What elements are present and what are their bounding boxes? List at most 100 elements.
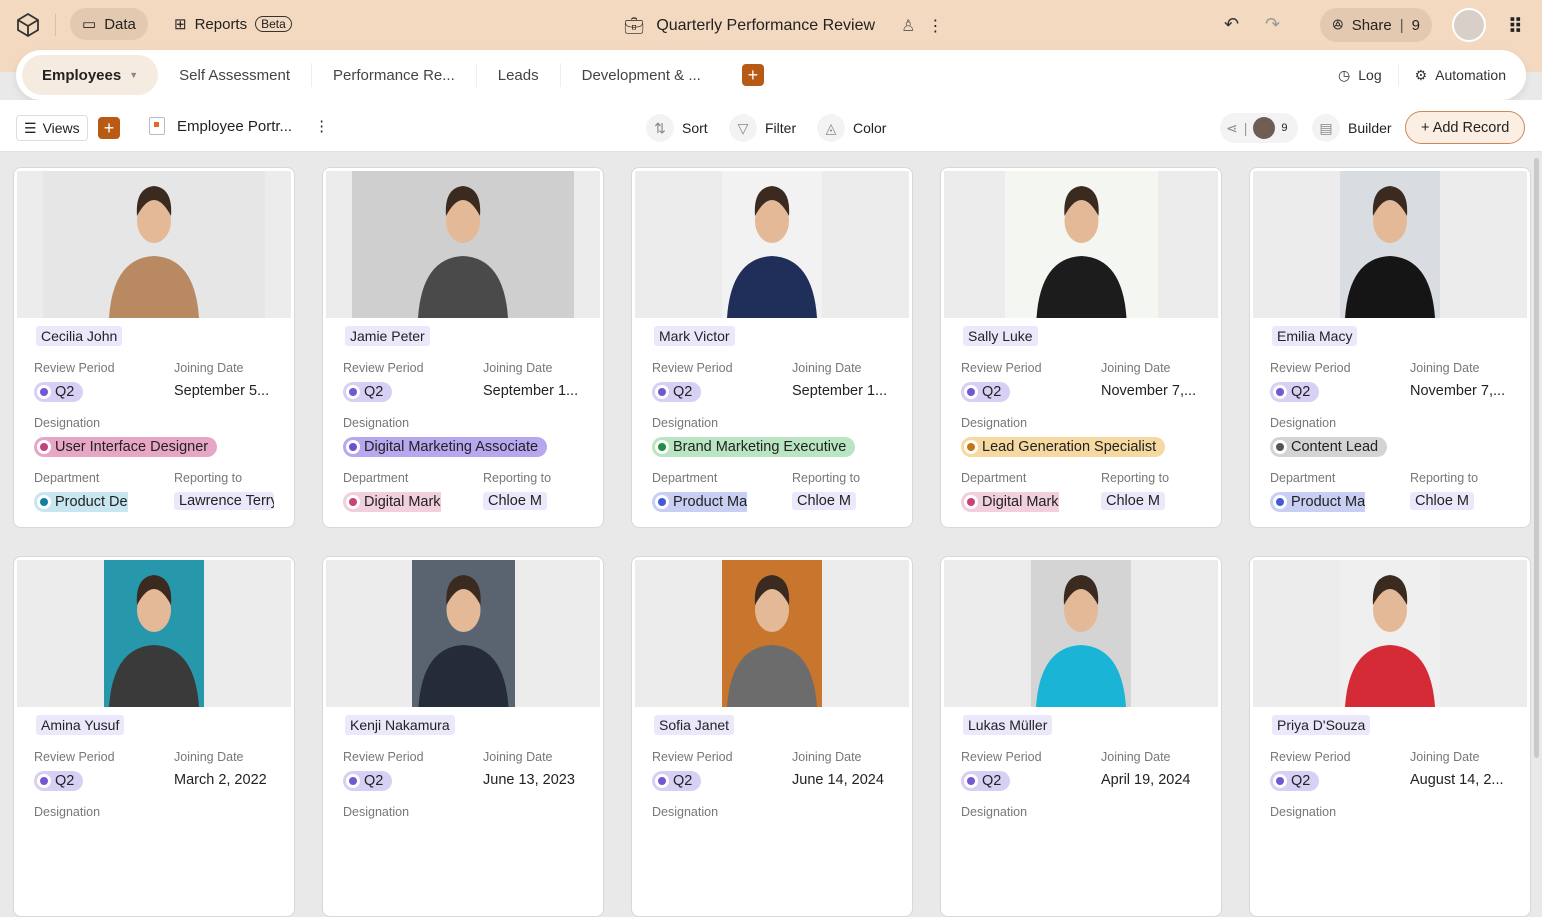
- review-period-tag-text: Q2: [1291, 773, 1311, 789]
- field-label-review-period: Review Period: [343, 750, 424, 764]
- more-icon[interactable]: ⋮: [314, 118, 330, 135]
- photo-area: [17, 560, 291, 707]
- department-tag-text: Product De: [55, 494, 128, 510]
- field-label-designation: Designation: [652, 805, 719, 819]
- redo-icon[interactable]: ↷: [1265, 14, 1281, 34]
- reporting-to: Chloe M: [1410, 492, 1474, 510]
- apps-grid-icon[interactable]: ⠿: [1508, 16, 1523, 38]
- undo-icon[interactable]: ↶: [1224, 14, 1240, 34]
- employee-name: Mark Victor: [654, 326, 735, 346]
- field-label-designation: Designation: [652, 416, 719, 430]
- tag-dot: [964, 385, 978, 399]
- field-label-department: Department: [652, 471, 718, 485]
- review-period-tag-text: Q2: [673, 384, 693, 400]
- field-label-review-period: Review Period: [1270, 750, 1351, 764]
- record-card[interactable]: Cecilia John Review Period Joining Date Q2 S…: [13, 167, 295, 528]
- reporting-to: Chloe M: [792, 492, 856, 510]
- joining-date: September 1...: [792, 383, 888, 399]
- review-period-tag: Q2: [652, 771, 702, 791]
- color-button[interactable]: ◬ Color: [817, 114, 886, 142]
- record-card[interactable]: Sally Luke Review Period Joining Date Q2 Nov…: [940, 167, 1222, 528]
- filter-button[interactable]: ▽ Filter: [729, 114, 796, 142]
- record-card[interactable]: Amina Yusuf Review Period Joining Date Q2 Ma…: [13, 556, 295, 917]
- review-period-tag-text: Q2: [55, 773, 75, 789]
- more-icon[interactable]: ⋮: [927, 18, 944, 35]
- department-tag: Product Ma: [652, 492, 748, 512]
- designation-tag: Content Lead: [1270, 437, 1388, 457]
- share-button[interactable]: ꔮ Share | 9: [1320, 8, 1432, 42]
- employee-name: Kenji Nakamura: [345, 715, 455, 735]
- tag-dot: [655, 440, 669, 454]
- log-button[interactable]: Log: [1358, 67, 1382, 83]
- field-label-designation: Designation: [1270, 805, 1337, 819]
- tab-performance-review[interactable]: Performance Re...: [312, 63, 477, 87]
- joining-date: November 7,...: [1410, 383, 1506, 399]
- automation-button[interactable]: Automation: [1435, 67, 1506, 83]
- field-label-joining-date: Joining Date: [1101, 750, 1171, 764]
- review-period-tag: Q2: [343, 382, 393, 402]
- field-label-review-period: Review Period: [343, 361, 424, 375]
- record-card[interactable]: Emilia Macy Review Period Joining Date Q2 No…: [1249, 167, 1531, 528]
- menu-icon: ☰: [24, 119, 37, 136]
- user-avatar[interactable]: [1452, 8, 1486, 42]
- data-button[interactable]: ▭ Data: [70, 8, 148, 40]
- field-label-designation: Designation: [34, 416, 101, 430]
- add-view-button[interactable]: +: [98, 117, 120, 139]
- current-view[interactable]: Employee Portr... ⋮: [149, 117, 329, 135]
- department-tag: Product De: [34, 492, 128, 512]
- tab-leads[interactable]: Leads: [477, 63, 561, 87]
- employee-photo: [43, 171, 265, 318]
- sort-button[interactable]: ⇅ Sort: [646, 114, 708, 142]
- employee-photo: [722, 171, 822, 318]
- review-period-tag: Q2: [34, 771, 84, 791]
- photo-area: [635, 560, 909, 707]
- field-label-designation: Designation: [1270, 416, 1337, 430]
- field-label-review-period: Review Period: [961, 361, 1042, 375]
- review-period-tag: Q2: [1270, 382, 1320, 402]
- record-card[interactable]: Kenji Nakamura Review Period Joining Date Q…: [322, 556, 604, 917]
- automation-icon: ⚙: [1414, 66, 1428, 83]
- tab-development[interactable]: Development & ...: [581, 66, 701, 84]
- reporting-to: Lawrence Terry: [174, 492, 274, 510]
- collaborators[interactable]: ⋖ | 9: [1220, 113, 1298, 143]
- builder-button[interactable]: ▤ Builder: [1312, 114, 1392, 142]
- record-card[interactable]: Lukas Müller Review Period Joining Date Q2 A…: [940, 556, 1222, 917]
- tab-self-assessment[interactable]: Self Assessment: [158, 63, 313, 87]
- tab-employees[interactable]: Employees ▼: [22, 55, 159, 95]
- field-label-designation: Designation: [961, 805, 1028, 819]
- designation-tag-text: Content Lead: [1291, 439, 1379, 455]
- joining-date: June 14, 2024: [792, 772, 884, 788]
- filter-label: Filter: [765, 120, 797, 136]
- reporting-to: Chloe M: [1101, 492, 1165, 510]
- table-tabs: Employees ▼ Self Assessment Performance R…: [16, 50, 1526, 100]
- record-card[interactable]: Jamie Peter Review Period Joining Date Q2 Se…: [322, 167, 604, 528]
- add-record-label: + Add Record: [1421, 119, 1510, 136]
- review-period-tag: Q2: [961, 382, 1011, 402]
- review-period-tag-text: Q2: [55, 384, 75, 400]
- record-card[interactable]: Mark Victor Review Period Joining Date Q2 Se…: [631, 167, 913, 528]
- designation-tag-text: Digital Marketing Associate: [364, 439, 539, 455]
- field-label-joining-date: Joining Date: [1410, 361, 1480, 375]
- field-label-review-period: Review Period: [34, 361, 115, 375]
- add-record-button[interactable]: + Add Record: [1405, 111, 1526, 144]
- tag-dot: [1273, 385, 1287, 399]
- designation-tag: Digital Marketing Associate: [343, 437, 548, 457]
- field-label-joining-date: Joining Date: [174, 750, 244, 764]
- field-label-designation: Designation: [34, 805, 101, 819]
- app-logo-icon[interactable]: [16, 12, 40, 38]
- add-table-button[interactable]: +: [741, 64, 764, 86]
- views-button[interactable]: ☰ Views: [16, 115, 88, 141]
- sort-label: Sort: [682, 120, 708, 136]
- photo-area: [326, 171, 600, 318]
- tag-dot: [1273, 774, 1287, 788]
- scrollbar[interactable]: [1534, 158, 1539, 758]
- employee-photo: [104, 560, 204, 707]
- tag-dot: [655, 385, 669, 399]
- designation-tag: Brand Marketing Executive: [652, 437, 856, 457]
- users-icon[interactable]: ♙: [901, 18, 916, 35]
- tag-dot: [1273, 495, 1287, 509]
- record-card[interactable]: Sofia Janet Review Period Joining Date Q2 Ju…: [631, 556, 913, 917]
- record-card[interactable]: Priya D'Souza Review Period Joining Date Q2…: [1249, 556, 1531, 917]
- reports-button[interactable]: ⊞ Reports Beta: [162, 8, 304, 40]
- employee-name: Emilia Macy: [1272, 326, 1358, 346]
